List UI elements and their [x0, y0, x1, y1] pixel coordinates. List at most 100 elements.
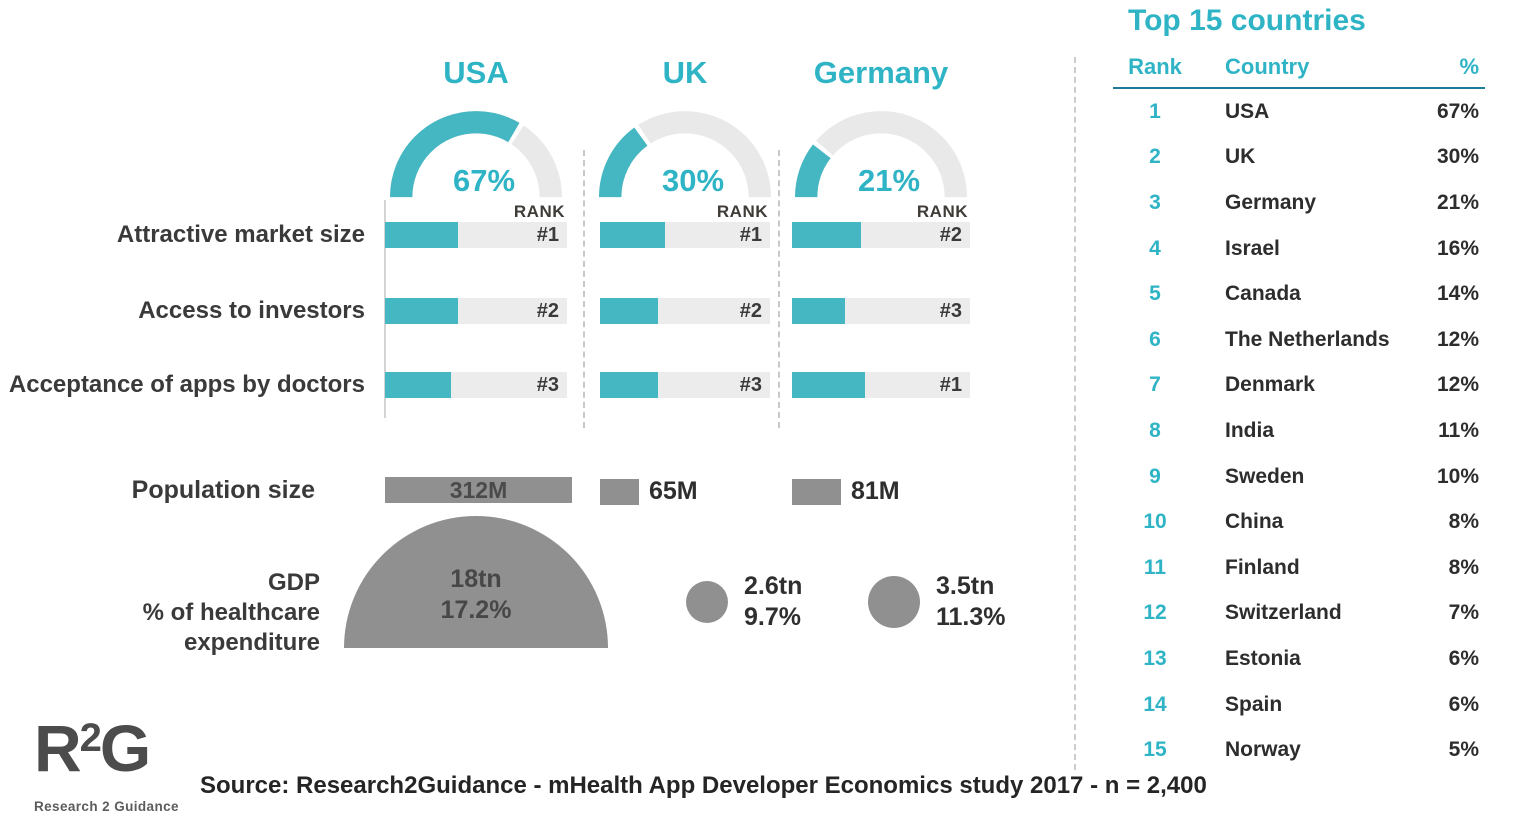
- population-uk: 65M: [600, 477, 698, 506]
- cell-rank: 8: [1149, 418, 1161, 442]
- cell-pct: 11%: [1438, 418, 1479, 442]
- cell-rank: 4: [1149, 236, 1161, 260]
- market-share-gauge-uk: [599, 111, 771, 198]
- bar-fill: [600, 222, 665, 248]
- criterion-label-acceptance-by-doctors: Acceptance of apps by doctors: [8, 371, 365, 398]
- population-bar-uk: [600, 478, 639, 505]
- table-row: 3 Germany 21%: [1113, 180, 1485, 226]
- gdp-circle-uk: [686, 581, 728, 623]
- country-title-usa: USA: [443, 55, 509, 90]
- cell-country: Norway: [1225, 738, 1301, 762]
- country-column-uk: UK 30% RANK #1 #2 #3 65M 2.6tn 9.7: [599, 55, 802, 695]
- gdp-row-label: GDP: [267, 569, 320, 596]
- bar-germany-doctor-acceptance: #1: [792, 372, 970, 398]
- healthcare-expenditure-uk: 9.7%: [744, 603, 801, 631]
- bar-usa-market-size: #1: [385, 222, 567, 248]
- cell-rank: 15: [1143, 738, 1167, 762]
- rank-value: #1: [939, 374, 962, 396]
- bar-fill: [600, 298, 658, 324]
- table-row: 7 Denmark 12%: [1113, 363, 1485, 409]
- table-header-rule: [1113, 87, 1485, 89]
- table-divider: [1074, 57, 1076, 770]
- table-row: 6 The Netherlands 12%: [1113, 317, 1485, 363]
- gdp-semicircle-usa: 18tn 17.2%: [344, 516, 608, 648]
- bar-uk-investors: #2: [600, 298, 770, 324]
- table-row: 12 Switzerland 7%: [1113, 591, 1485, 637]
- bar-germany-investors: #3: [792, 298, 970, 324]
- rank-value: #2: [536, 300, 559, 322]
- cell-rank: 13: [1143, 646, 1167, 670]
- bar-fill: [600, 372, 658, 398]
- gdp-value-usa: 18tn: [450, 565, 502, 593]
- cell-pct: 67%: [1436, 99, 1479, 123]
- cell-pct: 8%: [1448, 510, 1479, 534]
- cell-rank: 5: [1149, 282, 1161, 306]
- country-title-germany: Germany: [813, 55, 949, 90]
- cell-pct: 12%: [1436, 327, 1479, 351]
- gdp-value-uk: 2.6tn: [744, 572, 803, 600]
- cell-country: USA: [1225, 99, 1270, 123]
- cell-country: Denmark: [1225, 373, 1315, 397]
- top15-title: Top 15 countries: [1128, 4, 1366, 37]
- logo-digit-2: 2: [79, 716, 102, 760]
- gdp-germany: 3.5tn 11.3%: [868, 571, 1006, 633]
- table-row: 5 Canada 14%: [1113, 271, 1485, 317]
- source-line: Source: Research2Guidance - mHealth App …: [200, 772, 1207, 799]
- cell-rank: 6: [1149, 327, 1161, 351]
- rank-value: #2: [939, 224, 962, 246]
- healthcare-expenditure-row-label: % of healthcare expenditure: [142, 599, 320, 656]
- cell-pct: 10%: [1436, 464, 1479, 488]
- cell-pct: 14%: [1436, 282, 1479, 306]
- table-row: 8 India 11%: [1113, 408, 1485, 454]
- cell-rank: 7: [1149, 373, 1161, 397]
- column-header-country: Country: [1225, 54, 1310, 79]
- cell-pct: 6%: [1448, 692, 1479, 716]
- cell-rank: 14: [1143, 692, 1167, 716]
- rank-value: #3: [536, 374, 559, 396]
- rank-value: #2: [739, 300, 762, 322]
- rank-value: #1: [739, 224, 762, 246]
- rank-value: #1: [536, 224, 559, 246]
- cell-country: Finland: [1225, 555, 1300, 579]
- column-header-rank: Rank: [1128, 54, 1182, 79]
- table-row: 13 Estonia 6%: [1113, 636, 1485, 682]
- cell-country: Spain: [1225, 692, 1283, 716]
- country-column-usa: USA 67% RANK #1 #2 #3 312M 18tn 17.2%: [344, 55, 608, 695]
- bar-uk-market-size: #1: [600, 222, 770, 248]
- r2g-logo-text: R2G: [34, 715, 179, 799]
- cell-pct: 6%: [1448, 646, 1479, 670]
- market-share-gauge-usa: [390, 111, 562, 198]
- population-value-uk: 65M: [649, 477, 698, 505]
- cell-rank: 12: [1143, 601, 1167, 625]
- market-share-value-uk: 30%: [661, 163, 725, 198]
- cell-country: Canada: [1225, 282, 1301, 306]
- gdp-uk: 2.6tn 9.7%: [686, 571, 802, 633]
- bar-uk-doctor-acceptance: #3: [600, 372, 770, 398]
- column-divider-usa-uk: [583, 150, 585, 428]
- bar-fill: [385, 372, 451, 398]
- top15-header-row: Rank Country %: [1113, 54, 1485, 80]
- cell-rank: 11: [1143, 555, 1167, 579]
- cell-country: China: [1225, 510, 1284, 534]
- country-column-germany: Germany 21% RANK #2 #3 #1 81M 3.5tn: [792, 55, 1006, 695]
- cell-rank: 10: [1143, 510, 1167, 534]
- r2g-logo: R2G Research 2 Guidance: [34, 715, 179, 814]
- cell-rank: 1: [1149, 99, 1161, 123]
- column-divider-uk-germany: [778, 150, 780, 428]
- market-share-gauge-germany: [795, 111, 967, 198]
- bar-germany-market-size: #2: [792, 222, 970, 248]
- population-row-label: Population size: [131, 476, 315, 504]
- gdp-value-germany: 3.5tn: [936, 572, 995, 600]
- logo-letter-r: R: [34, 711, 82, 785]
- table-row: 10 China 8%: [1113, 499, 1485, 545]
- cell-country: Sweden: [1225, 464, 1305, 488]
- population-value-usa: 312M: [449, 477, 508, 503]
- table-row: 2 UK 30%: [1113, 135, 1485, 181]
- cell-rank: 3: [1149, 190, 1161, 214]
- market-share-value-usa: 67%: [452, 163, 516, 198]
- top15-table: Top 15 countries Rank Country % 1 USA 67% …: [1113, 4, 1485, 773]
- logo-letter-g: G: [99, 711, 151, 785]
- cell-pct: 30%: [1436, 145, 1479, 169]
